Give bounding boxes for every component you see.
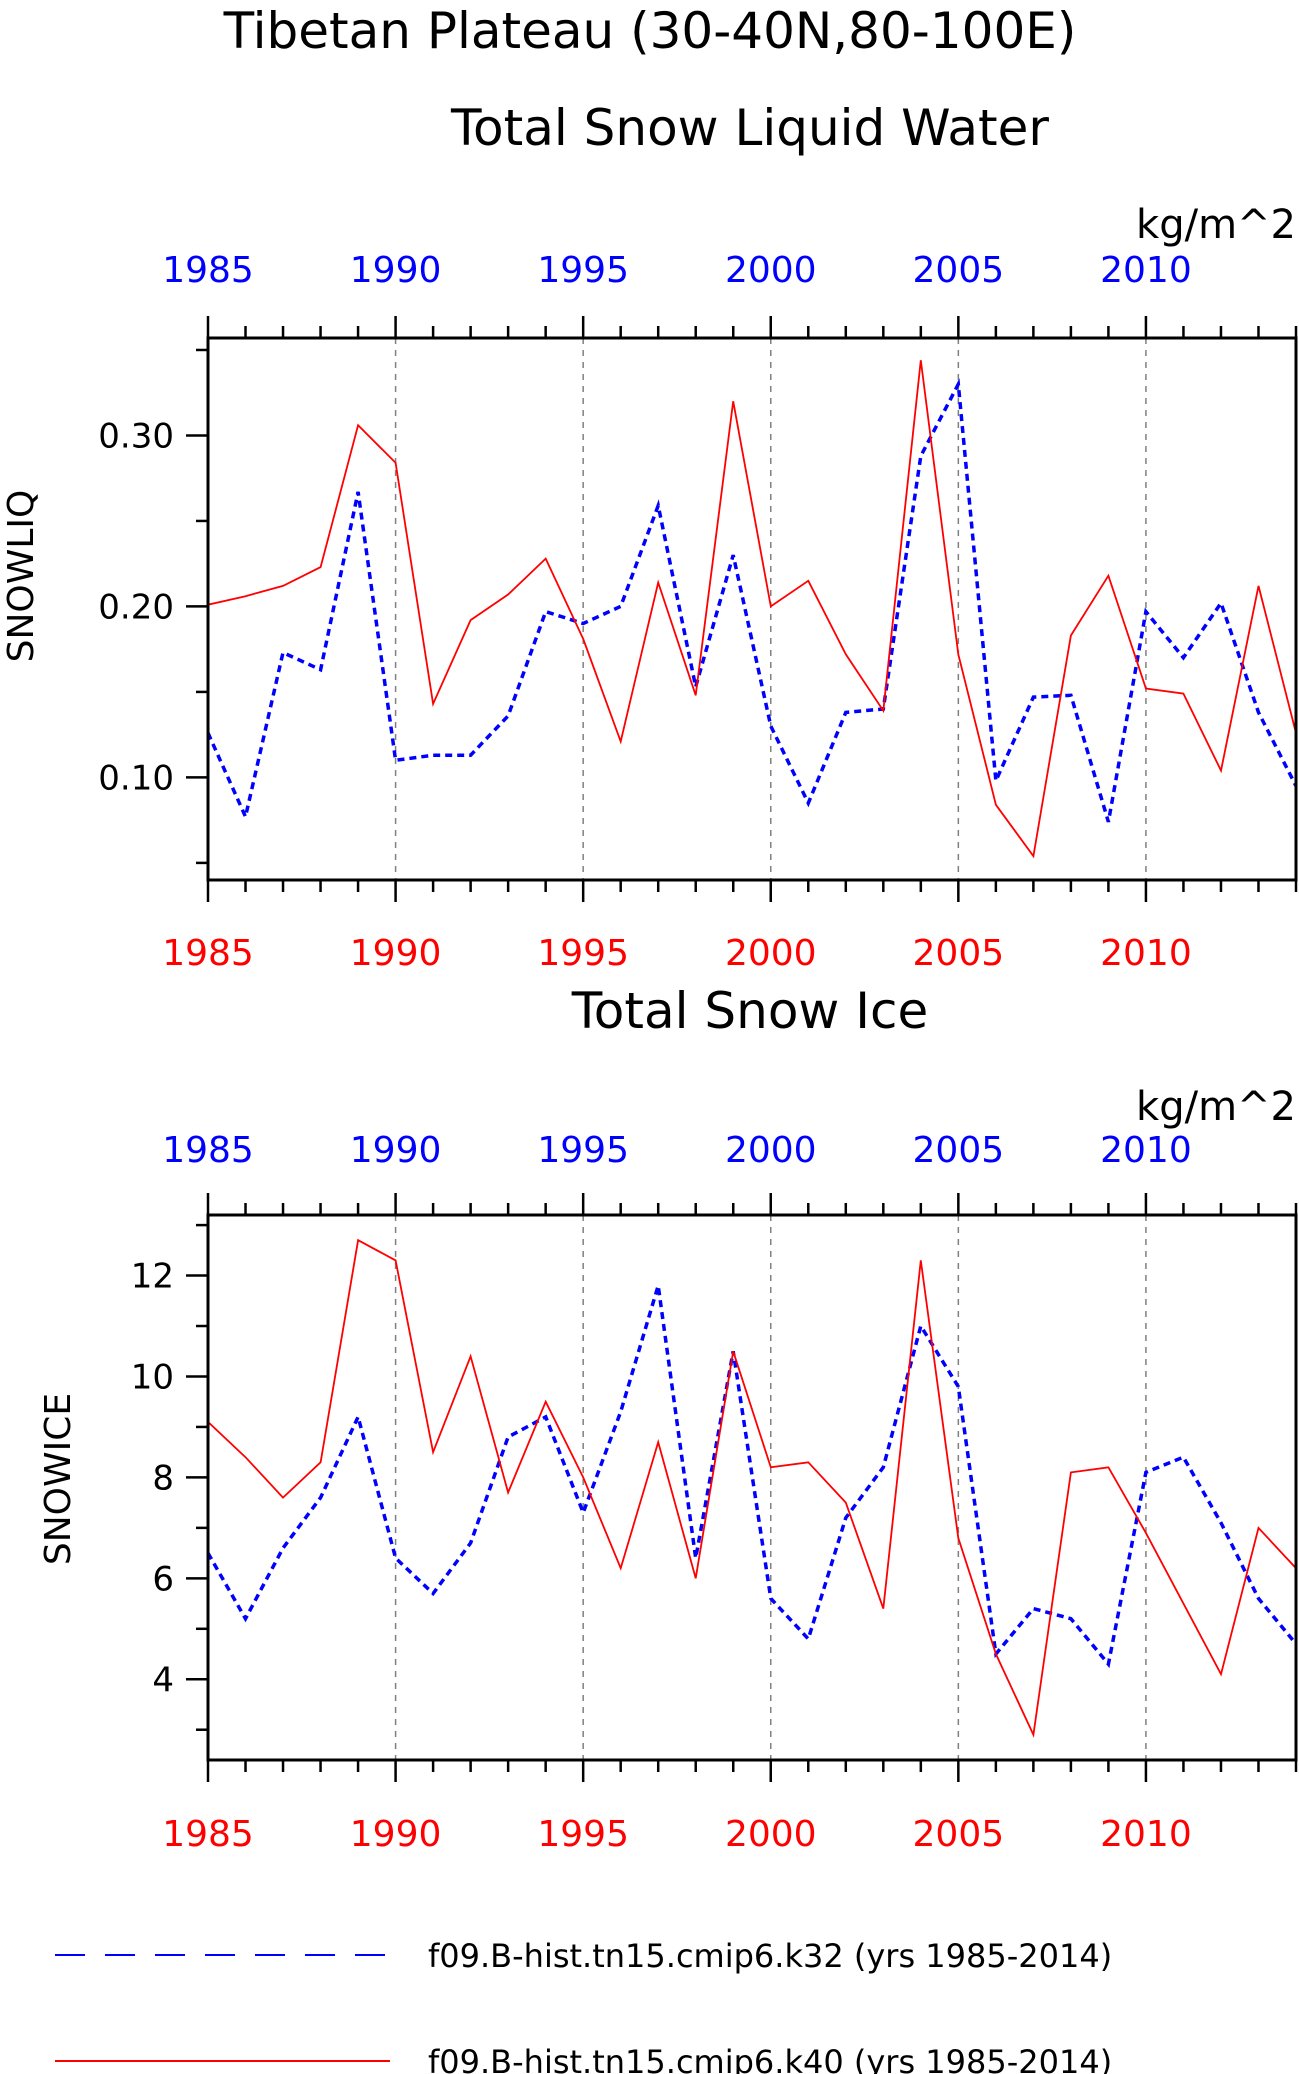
x-tick-label-top: 2010	[1100, 1130, 1192, 1171]
y-tick-label: 0.20	[98, 587, 174, 627]
x-tick-label-bottom: 1995	[537, 933, 629, 974]
x-tick-label-top: 1995	[537, 1130, 629, 1171]
x-tick-label-bottom: 1985	[162, 1814, 254, 1855]
x-tick-label-bottom: 1985	[162, 933, 254, 974]
y-tick-label: 10	[131, 1357, 174, 1397]
figure-title: Tibetan Plateau (30-40N,80-100E)	[223, 2, 1077, 60]
series-line-k40	[208, 360, 1296, 859]
x-tick-label-bottom: 2000	[725, 933, 817, 974]
x-tick-label-bottom: 1990	[350, 933, 442, 974]
x-tick-label-bottom: 1990	[350, 1814, 442, 1855]
chart-panel-snowliq: Total Snow Liquid Water kg/m^2 SNOWLIQ 1…	[1, 99, 1298, 974]
x-tick-label-top: 2000	[725, 250, 817, 291]
series-line-k40	[208, 1238, 1296, 1738]
x-tick-label-top: 1990	[350, 1130, 442, 1171]
x-tick-label-top: 2000	[725, 1130, 817, 1171]
x-tick-label-bottom: 2005	[913, 1814, 1005, 1855]
y-tick-label: 4	[152, 1660, 174, 1700]
y-axis-label: SNOWLIQ	[1, 490, 42, 663]
y-tick-label: 8	[152, 1458, 174, 1498]
y-tick-label: 12	[131, 1257, 174, 1297]
legend-label-k40: f09.B-hist.tn15.cmip6.k40 (yrs 1985-2014…	[428, 2043, 1112, 2074]
series-line-k32	[208, 378, 1296, 823]
y-tick-label: 0.10	[98, 758, 174, 798]
chart-panel-snowice: Total Snow Ice kg/m^2 SNOWICE 1985 1985 19…	[38, 982, 1298, 1855]
x-tick-label-top: 1995	[537, 250, 629, 291]
y-axis-label: SNOWICE	[38, 1393, 79, 1565]
plot-frame	[206, 1213, 1298, 1762]
x-tick-label-top: 2005	[913, 250, 1005, 291]
plot-frame	[206, 336, 1298, 882]
panel-title: Total Snow Ice	[571, 982, 928, 1040]
x-tick-label-bottom: 1995	[537, 1814, 629, 1855]
units-label: kg/m^2	[1136, 202, 1296, 248]
x-tick-label-top: 2010	[1100, 250, 1192, 291]
y-tick-label: 0.30	[98, 416, 174, 456]
x-tick-label-bottom: 2010	[1100, 933, 1192, 974]
x-tick-label-bottom: 2010	[1100, 1814, 1192, 1855]
legend: f09.B-hist.tn15.cmip6.k32 (yrs 1985-2014…	[55, 1937, 1112, 2074]
x-tick-label-top: 1985	[162, 1130, 254, 1171]
x-tick-label-top: 1990	[350, 250, 442, 291]
x-tick-label-bottom: 2000	[725, 1814, 817, 1855]
legend-label-k32: f09.B-hist.tn15.cmip6.k32 (yrs 1985-2014…	[428, 1937, 1112, 1975]
panel-title: Total Snow Liquid Water	[450, 99, 1049, 157]
units-label: kg/m^2	[1136, 1084, 1296, 1130]
y-tick-label: 6	[152, 1559, 174, 1599]
x-tick-label-top: 2005	[913, 1130, 1005, 1171]
x-tick-label-bottom: 2005	[913, 933, 1005, 974]
x-tick-label-top: 1985	[162, 250, 254, 291]
